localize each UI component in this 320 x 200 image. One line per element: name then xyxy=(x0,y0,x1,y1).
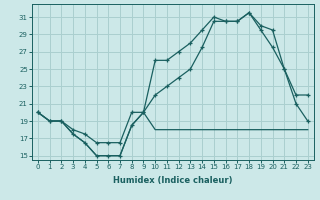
X-axis label: Humidex (Indice chaleur): Humidex (Indice chaleur) xyxy=(113,176,233,185)
